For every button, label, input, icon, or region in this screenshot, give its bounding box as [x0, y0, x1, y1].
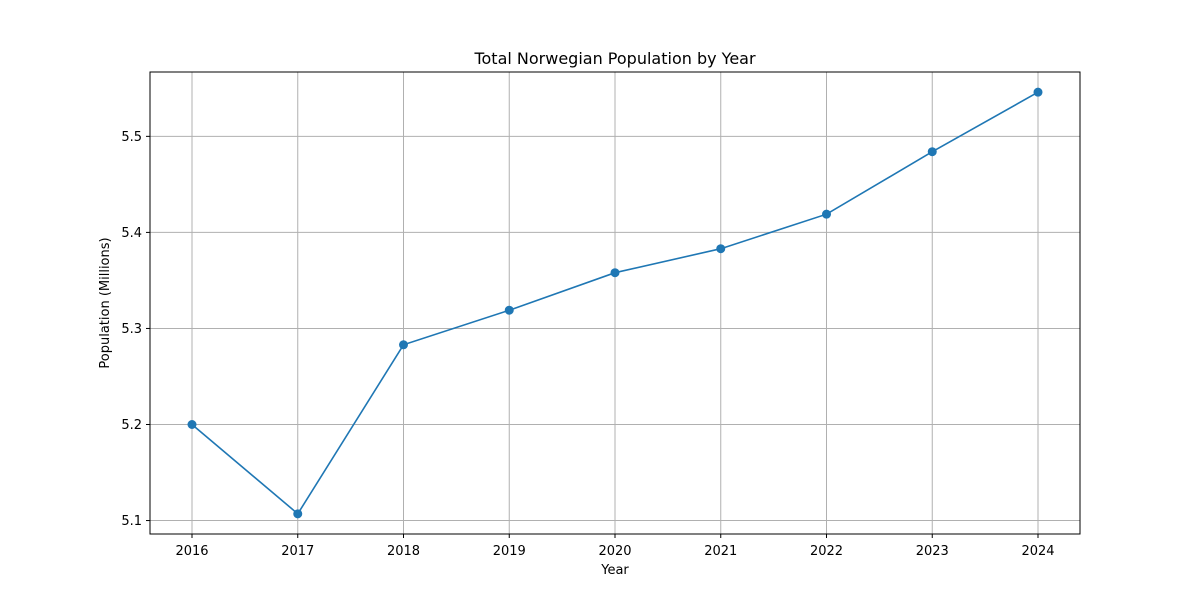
x-tick-label: 2019 — [493, 544, 526, 559]
y-tick-label: 5.2 — [121, 418, 142, 433]
grid — [150, 72, 1080, 534]
x-tick-label: 2020 — [598, 544, 631, 559]
data-point-2019 — [504, 305, 514, 315]
data-point-2024 — [1033, 87, 1043, 97]
data-point-2022 — [822, 209, 831, 219]
data-series — [187, 87, 1043, 519]
x-tick-label: 2016 — [175, 544, 208, 559]
data-point-2018 — [399, 340, 408, 350]
x-tick-label: 2024 — [1021, 544, 1054, 559]
x-tick-label: 2023 — [916, 544, 949, 559]
x-tick-label: 2022 — [810, 544, 843, 559]
x-tick-label: 2021 — [704, 544, 737, 559]
chart-title: Total Norwegian Population by Year — [473, 49, 756, 68]
y-tick-label: 5.1 — [121, 514, 142, 529]
x-tick-label: 2018 — [387, 544, 420, 559]
data-point-2023 — [927, 147, 937, 157]
y-axis-label: Population (Millions) — [98, 237, 113, 368]
axis-ticks: 2016 2017 2018 2019 2020 2021 2022 2023 2024 5.1 5… — [121, 130, 1054, 559]
data-point-2017 — [293, 509, 303, 519]
data-point-2016 — [187, 420, 197, 430]
y-tick-label: 5.4 — [121, 226, 142, 241]
y-tick-label: 5.3 — [121, 322, 142, 337]
y-tick-label: 5.5 — [121, 130, 142, 145]
data-point-2021 — [716, 244, 726, 254]
x-tick-label: 2017 — [281, 544, 314, 559]
x-axis-label: Year — [600, 563, 629, 578]
data-point-2020 — [610, 268, 620, 278]
